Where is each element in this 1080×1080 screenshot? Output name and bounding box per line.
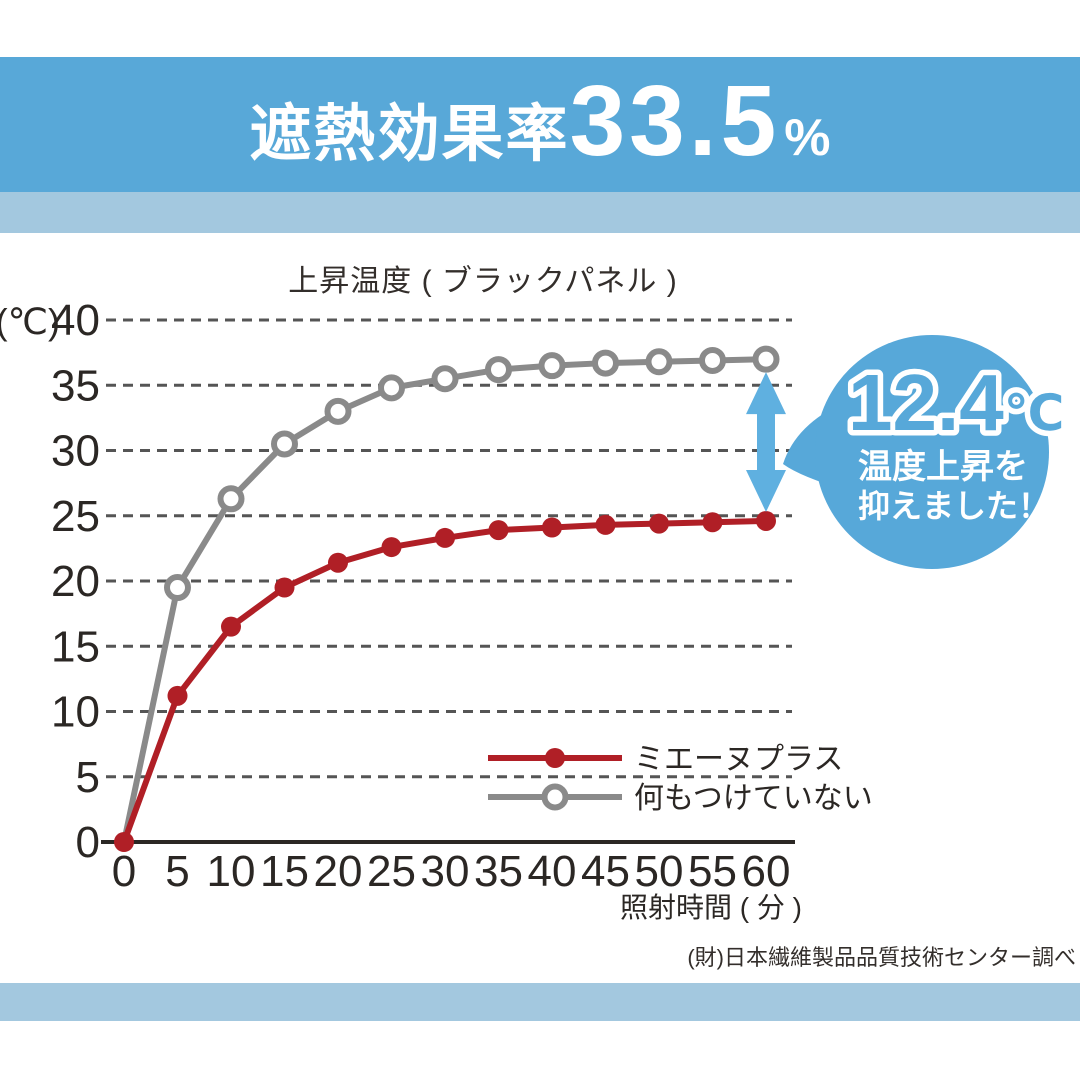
series-marker-untreated	[324, 397, 352, 425]
x-tick-label: 15	[260, 847, 309, 896]
series-marker-untreated	[217, 485, 245, 513]
series-marker-untreated	[485, 356, 512, 384]
difference-arrow	[746, 372, 786, 512]
x-tick-label: 55	[688, 847, 737, 896]
series-marker-untreated	[164, 574, 191, 602]
series-marker-untreated	[592, 349, 619, 377]
series-marker-mienu-plus	[114, 832, 134, 852]
x-tick-label: 35	[474, 847, 523, 896]
callout-line2: 抑えました！	[858, 488, 1050, 524]
series-marker-mienu-plus	[328, 552, 348, 573]
series-marker-mienu-plus	[702, 512, 723, 533]
banner-heading: 遮熱効果率	[249, 100, 570, 169]
callout-line1: 温度上昇を	[858, 448, 1028, 486]
y-tick-label: 30	[51, 427, 100, 476]
series-marker-mienu-plus	[381, 537, 402, 558]
banner-value: 33.5	[569, 65, 781, 177]
series-marker-untreated	[645, 348, 673, 376]
y-axis-unit-label: (℃)	[0, 301, 60, 342]
y-tick-label: 35	[51, 361, 100, 410]
series-marker-mienu-plus	[274, 577, 295, 598]
x-tick-label: 25	[367, 847, 416, 896]
legend-label-mienu-plus: ミエーヌプラス	[634, 743, 843, 776]
callout-bubble	[815, 335, 1049, 569]
series-marker-untreated	[431, 365, 459, 393]
series-marker-untreated	[271, 430, 298, 458]
series-marker-mienu-plus	[542, 517, 562, 538]
series-marker-mienu-plus	[167, 685, 188, 706]
series-marker-untreated	[378, 374, 405, 402]
series-marker-mienu-plus	[221, 616, 241, 637]
x-axis-label: 照射時間 ( 分 )	[620, 892, 802, 923]
x-tick-label: 60	[742, 847, 791, 896]
series-marker-untreated	[699, 346, 726, 374]
y-tick-label: 0	[76, 818, 100, 867]
banner-unit: %	[784, 109, 831, 167]
x-tick-label: 30	[421, 847, 470, 896]
series-marker-mienu-plus	[435, 527, 455, 548]
legend-label-untreated: 何もつけていない	[634, 782, 873, 815]
x-tick-label: 20	[314, 847, 363, 896]
source-credit: (財)日本繊維製品品質技術センター調べ	[687, 945, 1076, 970]
series-marker-untreated	[538, 352, 566, 380]
x-tick-label: 5	[165, 847, 189, 896]
y-tick-label: 20	[51, 557, 100, 606]
x-tick-label: 50	[635, 847, 684, 896]
x-tick-label: 10	[207, 847, 256, 896]
y-tick-label: 10	[51, 688, 100, 737]
series-marker-untreated	[752, 345, 780, 373]
x-tick-label: 40	[528, 847, 577, 896]
y-tick-label: 25	[51, 492, 100, 541]
legend-marker-mienu-plus	[545, 748, 565, 768]
series-marker-mienu-plus	[595, 514, 616, 535]
y-tick-label: 5	[76, 753, 100, 802]
x-tick-label: 45	[581, 847, 630, 896]
light-blue-divider-top	[0, 192, 1080, 233]
series-marker-mienu-plus	[756, 510, 776, 531]
legend-marker-untreated	[541, 783, 569, 811]
light-blue-divider-bottom	[0, 983, 1080, 1021]
heat-shield-rate-banner: 遮熱効果率33.5%	[0, 57, 1080, 192]
callout-value: 12.4℃	[848, 358, 1064, 447]
chart-title: 上昇温度 ( ブラックパネル )	[288, 265, 678, 298]
y-tick-label: 15	[51, 622, 100, 671]
x-tick-label: 0	[112, 847, 136, 896]
series-marker-mienu-plus	[488, 520, 509, 541]
y-tick-label: 40	[51, 296, 100, 345]
series-marker-mienu-plus	[649, 513, 669, 534]
